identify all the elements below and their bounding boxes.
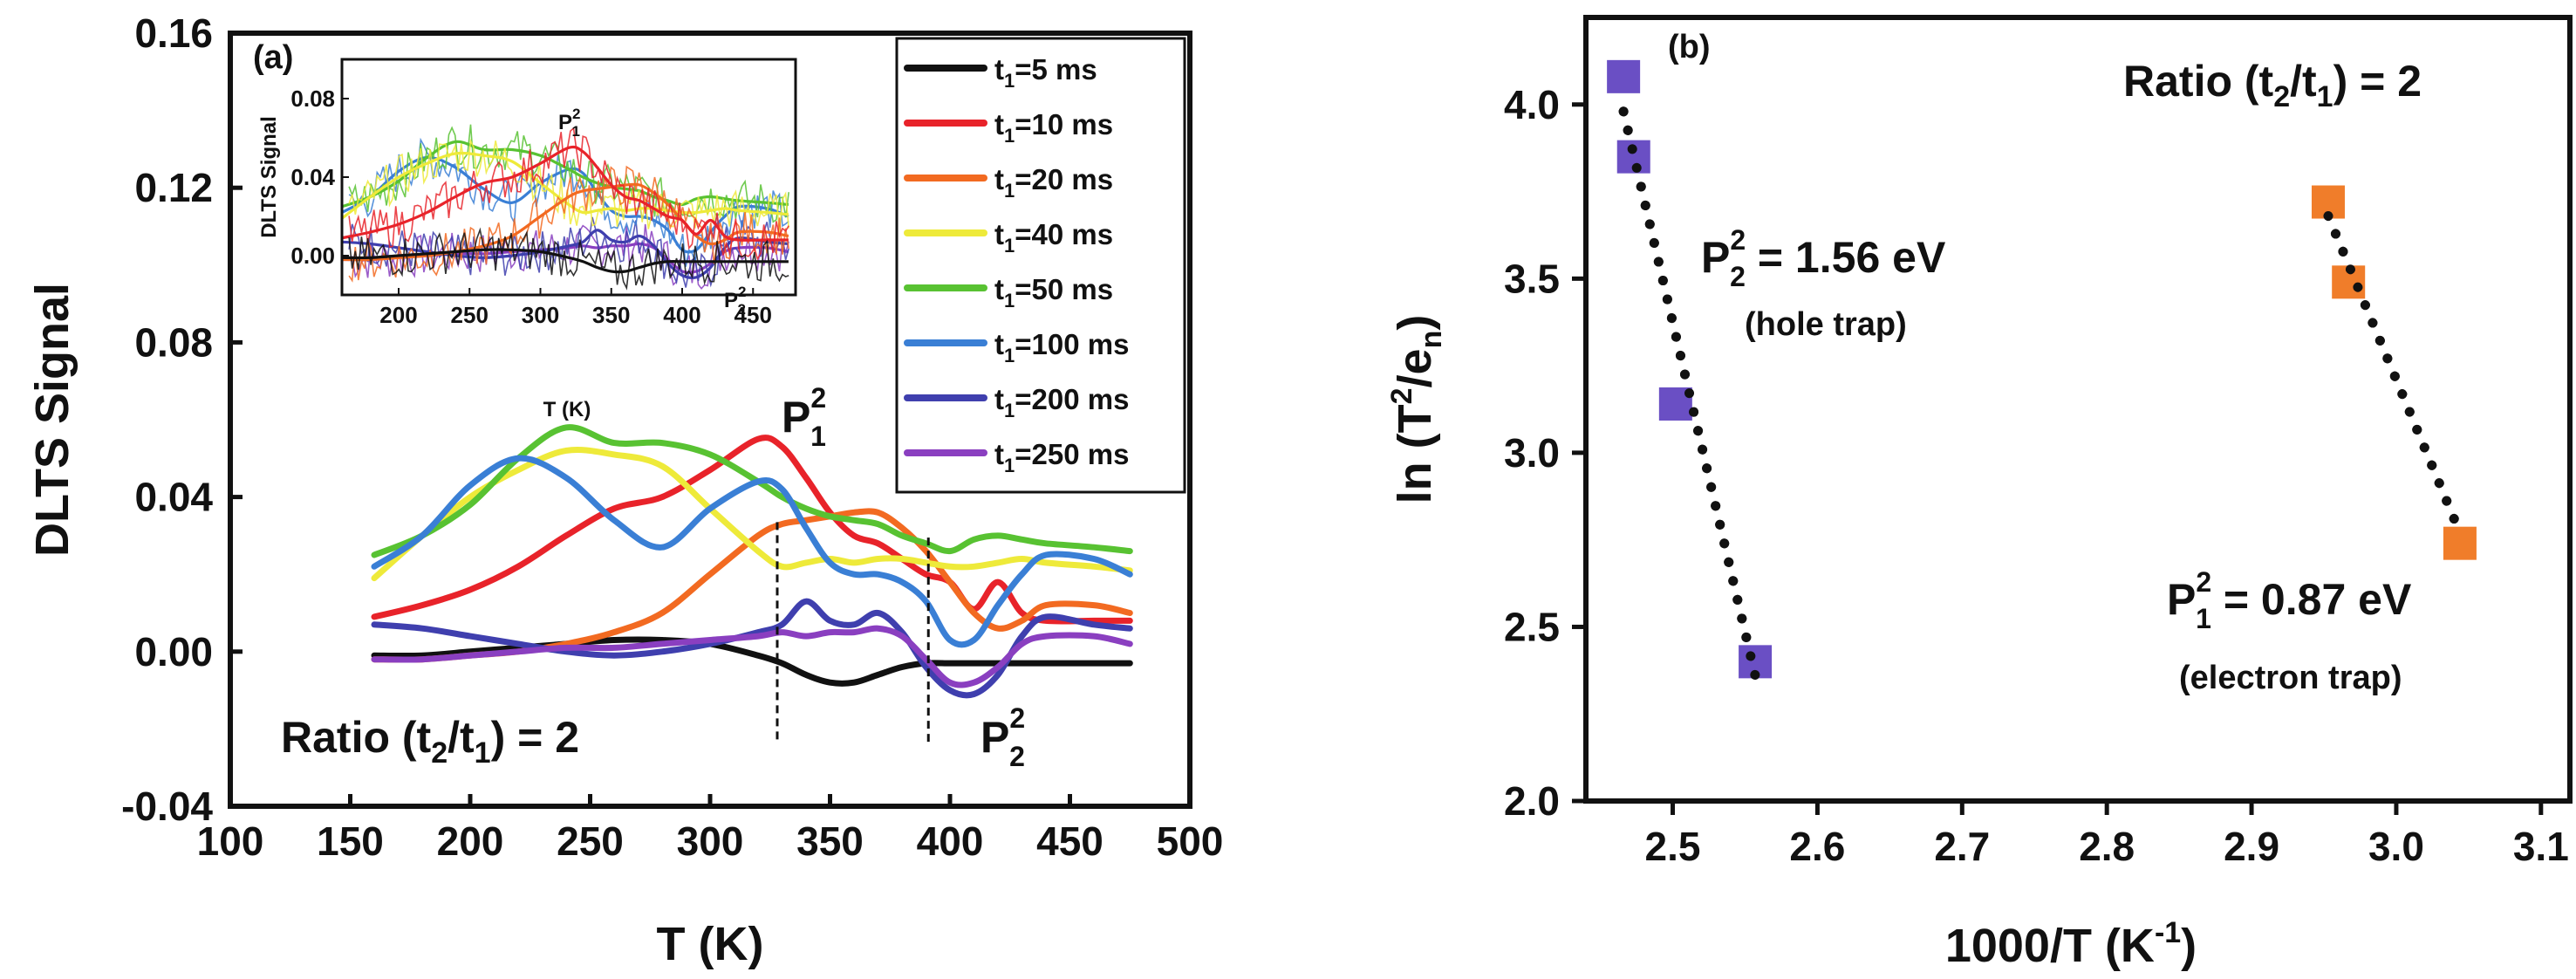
electron-trap-energy-label: P2 1 = 0.87 eV bbox=[2167, 566, 2412, 634]
inset-y-tick-label: 0.08 bbox=[290, 86, 335, 112]
y-tick-label: 3.5 bbox=[1504, 256, 1560, 301]
panel-b-x-axis-label: 1000/T (K-1) bbox=[1945, 916, 2197, 972]
legend-items: t1=5 ms t1=10 ms t1=20 ms t1=40 ms t1=50 ms t… bbox=[904, 53, 1129, 476]
inset-y-tick-label: 0.04 bbox=[290, 164, 335, 190]
legend-label: t1=5 ms bbox=[994, 53, 1097, 92]
panel-a-y-axis-label: DLTS Signal bbox=[26, 283, 79, 557]
legend-label: t1=20 ms bbox=[994, 163, 1113, 202]
panel-a-curves bbox=[371, 424, 1133, 699]
panel-a-ratio-annotation: Ratio (t2/t1) = 2 bbox=[281, 713, 579, 770]
series-line-t1-10-ms bbox=[371, 435, 1133, 625]
inset-fit-line bbox=[341, 145, 789, 242]
series-line-t1-250-ms bbox=[371, 625, 1133, 688]
y-tick-label: -0.04 bbox=[121, 784, 213, 829]
x-tick-label: 350 bbox=[796, 818, 864, 864]
x-tick-label: 300 bbox=[677, 818, 744, 864]
x-tick-label: 3.1 bbox=[2513, 824, 2569, 869]
y-tick-label: 2.5 bbox=[1504, 604, 1560, 649]
x-tick-label: 500 bbox=[1157, 818, 1224, 864]
y-tick-label: 4.0 bbox=[1504, 82, 1560, 127]
panel-b-plot-frame bbox=[1583, 15, 2573, 804]
y-tick-label: 0.00 bbox=[134, 629, 213, 674]
legend-frame bbox=[895, 37, 1186, 494]
panel-b-y-ticks: 2.0 2.5 3.0 3.5 4.0 bbox=[1504, 82, 1586, 824]
inset-noisy-line bbox=[348, 216, 789, 288]
inset-x-tick-label: 400 bbox=[663, 302, 700, 328]
panel-b: 2.5 2.6 2.7 2.8 2.9 3.0 3.1 2.0 2.5 3.0 3.5 4.0 (b… bbox=[1385, 15, 2573, 972]
fit-line-overlay bbox=[1618, 106, 1760, 681]
x-tick-label: 400 bbox=[917, 818, 984, 864]
y-tick-label: 0.16 bbox=[134, 10, 213, 56]
inset-x-tick-label: 300 bbox=[522, 302, 559, 328]
x-tick-label: 3.0 bbox=[2368, 824, 2424, 869]
x-tick-label: 2.5 bbox=[1645, 824, 1701, 869]
data-point-hole-trap bbox=[1605, 58, 1643, 95]
legend-label: t1=200 ms bbox=[994, 383, 1129, 421]
x-tick-label: 2.6 bbox=[1789, 824, 1845, 869]
inset-peak-p1-label: P2 1 bbox=[558, 106, 580, 140]
y-tick-label: 2.0 bbox=[1504, 778, 1560, 824]
panel-a-x-ticks: 100 150 200 250 300 350 400 450 500 bbox=[197, 794, 1224, 864]
panel-a-peak-p1-label: P2 1 bbox=[782, 382, 826, 452]
legend-label: t1=50 ms bbox=[994, 273, 1113, 312]
series-line-t1-100-ms bbox=[371, 455, 1133, 648]
panel-b-points bbox=[1605, 58, 2478, 681]
panel-b-tag: (b) bbox=[1668, 29, 1711, 65]
x-tick-label: 2.8 bbox=[2079, 824, 2135, 869]
x-tick-label: 200 bbox=[437, 818, 504, 864]
y-tick-label: 3.0 bbox=[1504, 430, 1560, 476]
x-tick-label: 150 bbox=[317, 818, 384, 864]
y-tick-label: 0.08 bbox=[134, 319, 213, 365]
inset-x-tick-label: 200 bbox=[379, 302, 417, 328]
x-tick-label: 250 bbox=[557, 818, 624, 864]
panel-b-ratio-annotation: Ratio (t2/t1) = 2 bbox=[2123, 57, 2422, 113]
x-tick-label: 450 bbox=[1036, 818, 1104, 864]
electron-trap-caption: (electron trap) bbox=[2179, 660, 2402, 696]
hole-trap-energy-label: P2 2 = 1.56 eV bbox=[1701, 224, 1946, 292]
inset-x-ticks: 200 250 300 350 400 450 bbox=[379, 288, 772, 328]
inset-x-tick-label: 250 bbox=[451, 302, 489, 328]
inset-fit-line bbox=[341, 151, 789, 220]
x-tick-label: 2.7 bbox=[1934, 824, 1990, 869]
inset-y-tick-label: 0.00 bbox=[290, 243, 335, 269]
panel-a-peak-markers bbox=[776, 522, 930, 743]
y-tick-label: 0.04 bbox=[134, 475, 213, 520]
panel-a-inset: 200 250 300 350 400 450 0.00 0.04 0.08 DLTS Sig… bbox=[257, 58, 797, 421]
legend-label: t1=100 ms bbox=[994, 328, 1129, 366]
inset-y-ticks: 0.00 0.04 0.08 bbox=[290, 86, 349, 269]
panel-a-peak-p2-label: P2 2 bbox=[981, 702, 1025, 772]
x-tick-label: 2.9 bbox=[2224, 824, 2279, 869]
legend-label: t1=250 ms bbox=[994, 438, 1129, 476]
panel-a-legend: t1=5 ms t1=10 ms t1=20 ms t1=40 ms t1=50 ms t… bbox=[895, 37, 1186, 494]
hole-trap-caption: (hole trap) bbox=[1745, 306, 1907, 343]
legend-label: t1=10 ms bbox=[994, 108, 1113, 147]
inset-peak-p2-label: P2 2 bbox=[724, 284, 746, 318]
panel-b-x-ticks: 2.5 2.6 2.7 2.8 2.9 3.0 3.1 bbox=[1645, 801, 2569, 869]
series-line-t1-50-ms bbox=[371, 424, 1133, 558]
legend-label: t1=40 ms bbox=[994, 218, 1113, 257]
panel-a-x-axis-label: T (K) bbox=[657, 918, 764, 970]
inset-curves bbox=[341, 124, 789, 291]
fit-line-overlay bbox=[2323, 210, 2465, 538]
inset-x-tick-label: 450 bbox=[735, 302, 772, 328]
inset-y-axis-label: DLTS Signal bbox=[257, 116, 281, 238]
panel-a-y-ticks: -0.04 0.00 0.04 0.08 0.12 0.16 bbox=[121, 10, 243, 829]
y-tick-label: 0.12 bbox=[134, 165, 213, 210]
panel-a-tag: (a) bbox=[253, 39, 293, 76]
data-point-electron-trap bbox=[2441, 524, 2478, 562]
inset-fit-line bbox=[341, 248, 789, 274]
inset-x-tick-label: 350 bbox=[592, 302, 630, 328]
panel-a: 100 150 200 250 300 350 400 450 500 -0.040.000.0… bbox=[26, 10, 1223, 970]
inset-x-axis-label: T (K) bbox=[543, 398, 591, 421]
panel-b-y-axis-label: ln (T2/en) bbox=[1385, 315, 1448, 504]
x-tick-label: 100 bbox=[197, 818, 264, 864]
